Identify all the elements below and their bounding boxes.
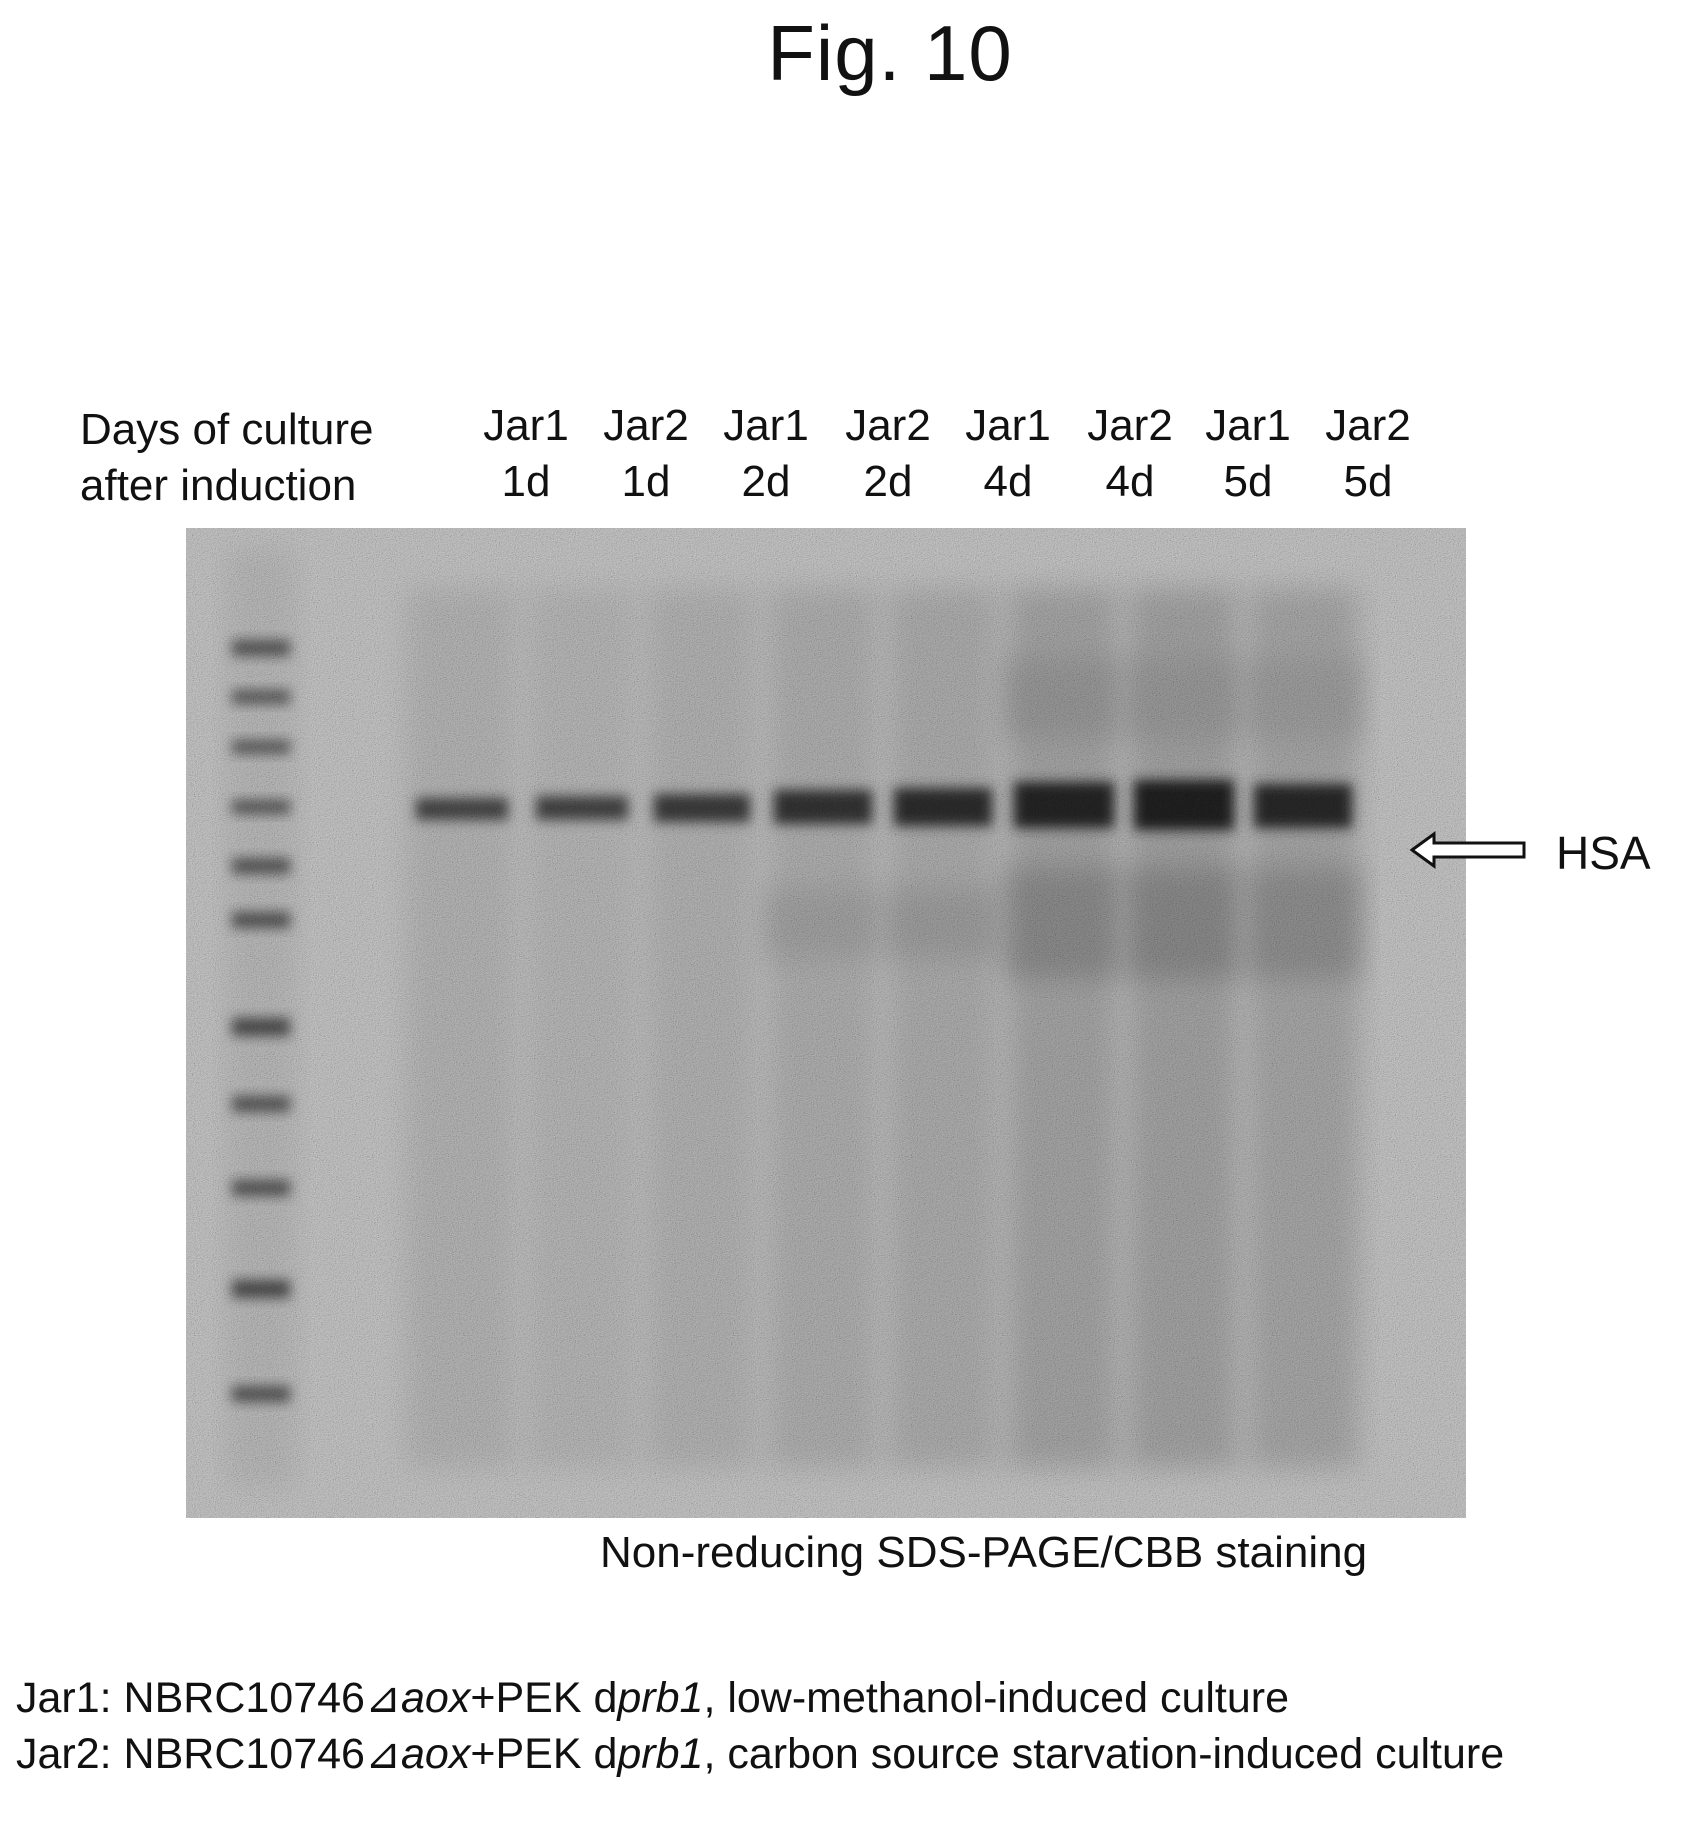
ladder-lane	[226, 548, 296, 1488]
lane-day: 5d	[1308, 454, 1428, 510]
legend-jar2-prefix: Jar2: NBRC10746	[16, 1730, 365, 1778]
gel-image	[186, 528, 1466, 1518]
lane-jar: Jar1	[948, 398, 1068, 454]
legend-jar1-prb: prb1	[617, 1674, 703, 1722]
legend-jar2-prb: prb1	[617, 1730, 703, 1778]
hsa-label: HSA	[1556, 826, 1651, 880]
days-label-line2: after induction	[80, 458, 373, 514]
legend-jar2-plus: +PEK d	[470, 1730, 617, 1778]
figure-title: Fig. 10	[0, 8, 1701, 99]
legend-jar2-aox: aox	[401, 1730, 470, 1778]
lane-label-4: Jar2 2d	[828, 398, 948, 510]
lane-day: 4d	[1070, 454, 1190, 510]
lane-jar: Jar1	[1188, 398, 1308, 454]
legend-jar1-suffix: , low-methanol-induced culture	[703, 1674, 1289, 1722]
lane-day: 1d	[466, 454, 586, 510]
days-of-culture-label: Days of culture after induction	[80, 402, 373, 514]
lane-label-7: Jar1 5d	[1188, 398, 1308, 510]
lane-label-2: Jar2 1d	[586, 398, 706, 510]
lane-label-5: Jar1 4d	[948, 398, 1068, 510]
lane-jar: Jar1	[706, 398, 826, 454]
legend: Jar1: NBRC10746⊿aox+PEK dprb1, low-metha…	[16, 1670, 1504, 1782]
gel-svg	[186, 528, 1466, 1518]
lane-jar: Jar2	[1308, 398, 1428, 454]
lane-label-6: Jar2 4d	[1070, 398, 1190, 510]
legend-jar1-prefix: Jar1: NBRC10746	[16, 1674, 365, 1722]
lane-day: 2d	[706, 454, 826, 510]
lane-day: 5d	[1188, 454, 1308, 510]
hsa-arrow-icon	[1410, 830, 1530, 875]
delta-symbol: ⊿	[365, 1674, 401, 1722]
lane-jar: Jar1	[466, 398, 586, 454]
days-label-line1: Days of culture	[80, 402, 373, 458]
lane-day: 1d	[586, 454, 706, 510]
method-caption: Non-reducing SDS-PAGE/CBB staining	[600, 1528, 1367, 1578]
lane-jar: Jar2	[828, 398, 948, 454]
legend-jar1-plus: +PEK d	[470, 1674, 617, 1722]
lane-label-3: Jar1 2d	[706, 398, 826, 510]
lane-day: 2d	[828, 454, 948, 510]
legend-jar2: Jar2: NBRC10746⊿aox+PEK dprb1, carbon so…	[16, 1726, 1504, 1782]
lane-label-1: Jar1 1d	[466, 398, 586, 510]
legend-jar2-suffix: , carbon source starvation-induced cultu…	[703, 1730, 1504, 1778]
legend-jar1-aox: aox	[401, 1674, 470, 1722]
legend-jar1: Jar1: NBRC10746⊿aox+PEK dprb1, low-metha…	[16, 1670, 1504, 1726]
lane-label-8: Jar2 5d	[1308, 398, 1428, 510]
delta-symbol: ⊿	[365, 1730, 401, 1778]
lane-jar: Jar2	[1070, 398, 1190, 454]
lane-day: 4d	[948, 454, 1068, 510]
lane-jar: Jar2	[586, 398, 706, 454]
